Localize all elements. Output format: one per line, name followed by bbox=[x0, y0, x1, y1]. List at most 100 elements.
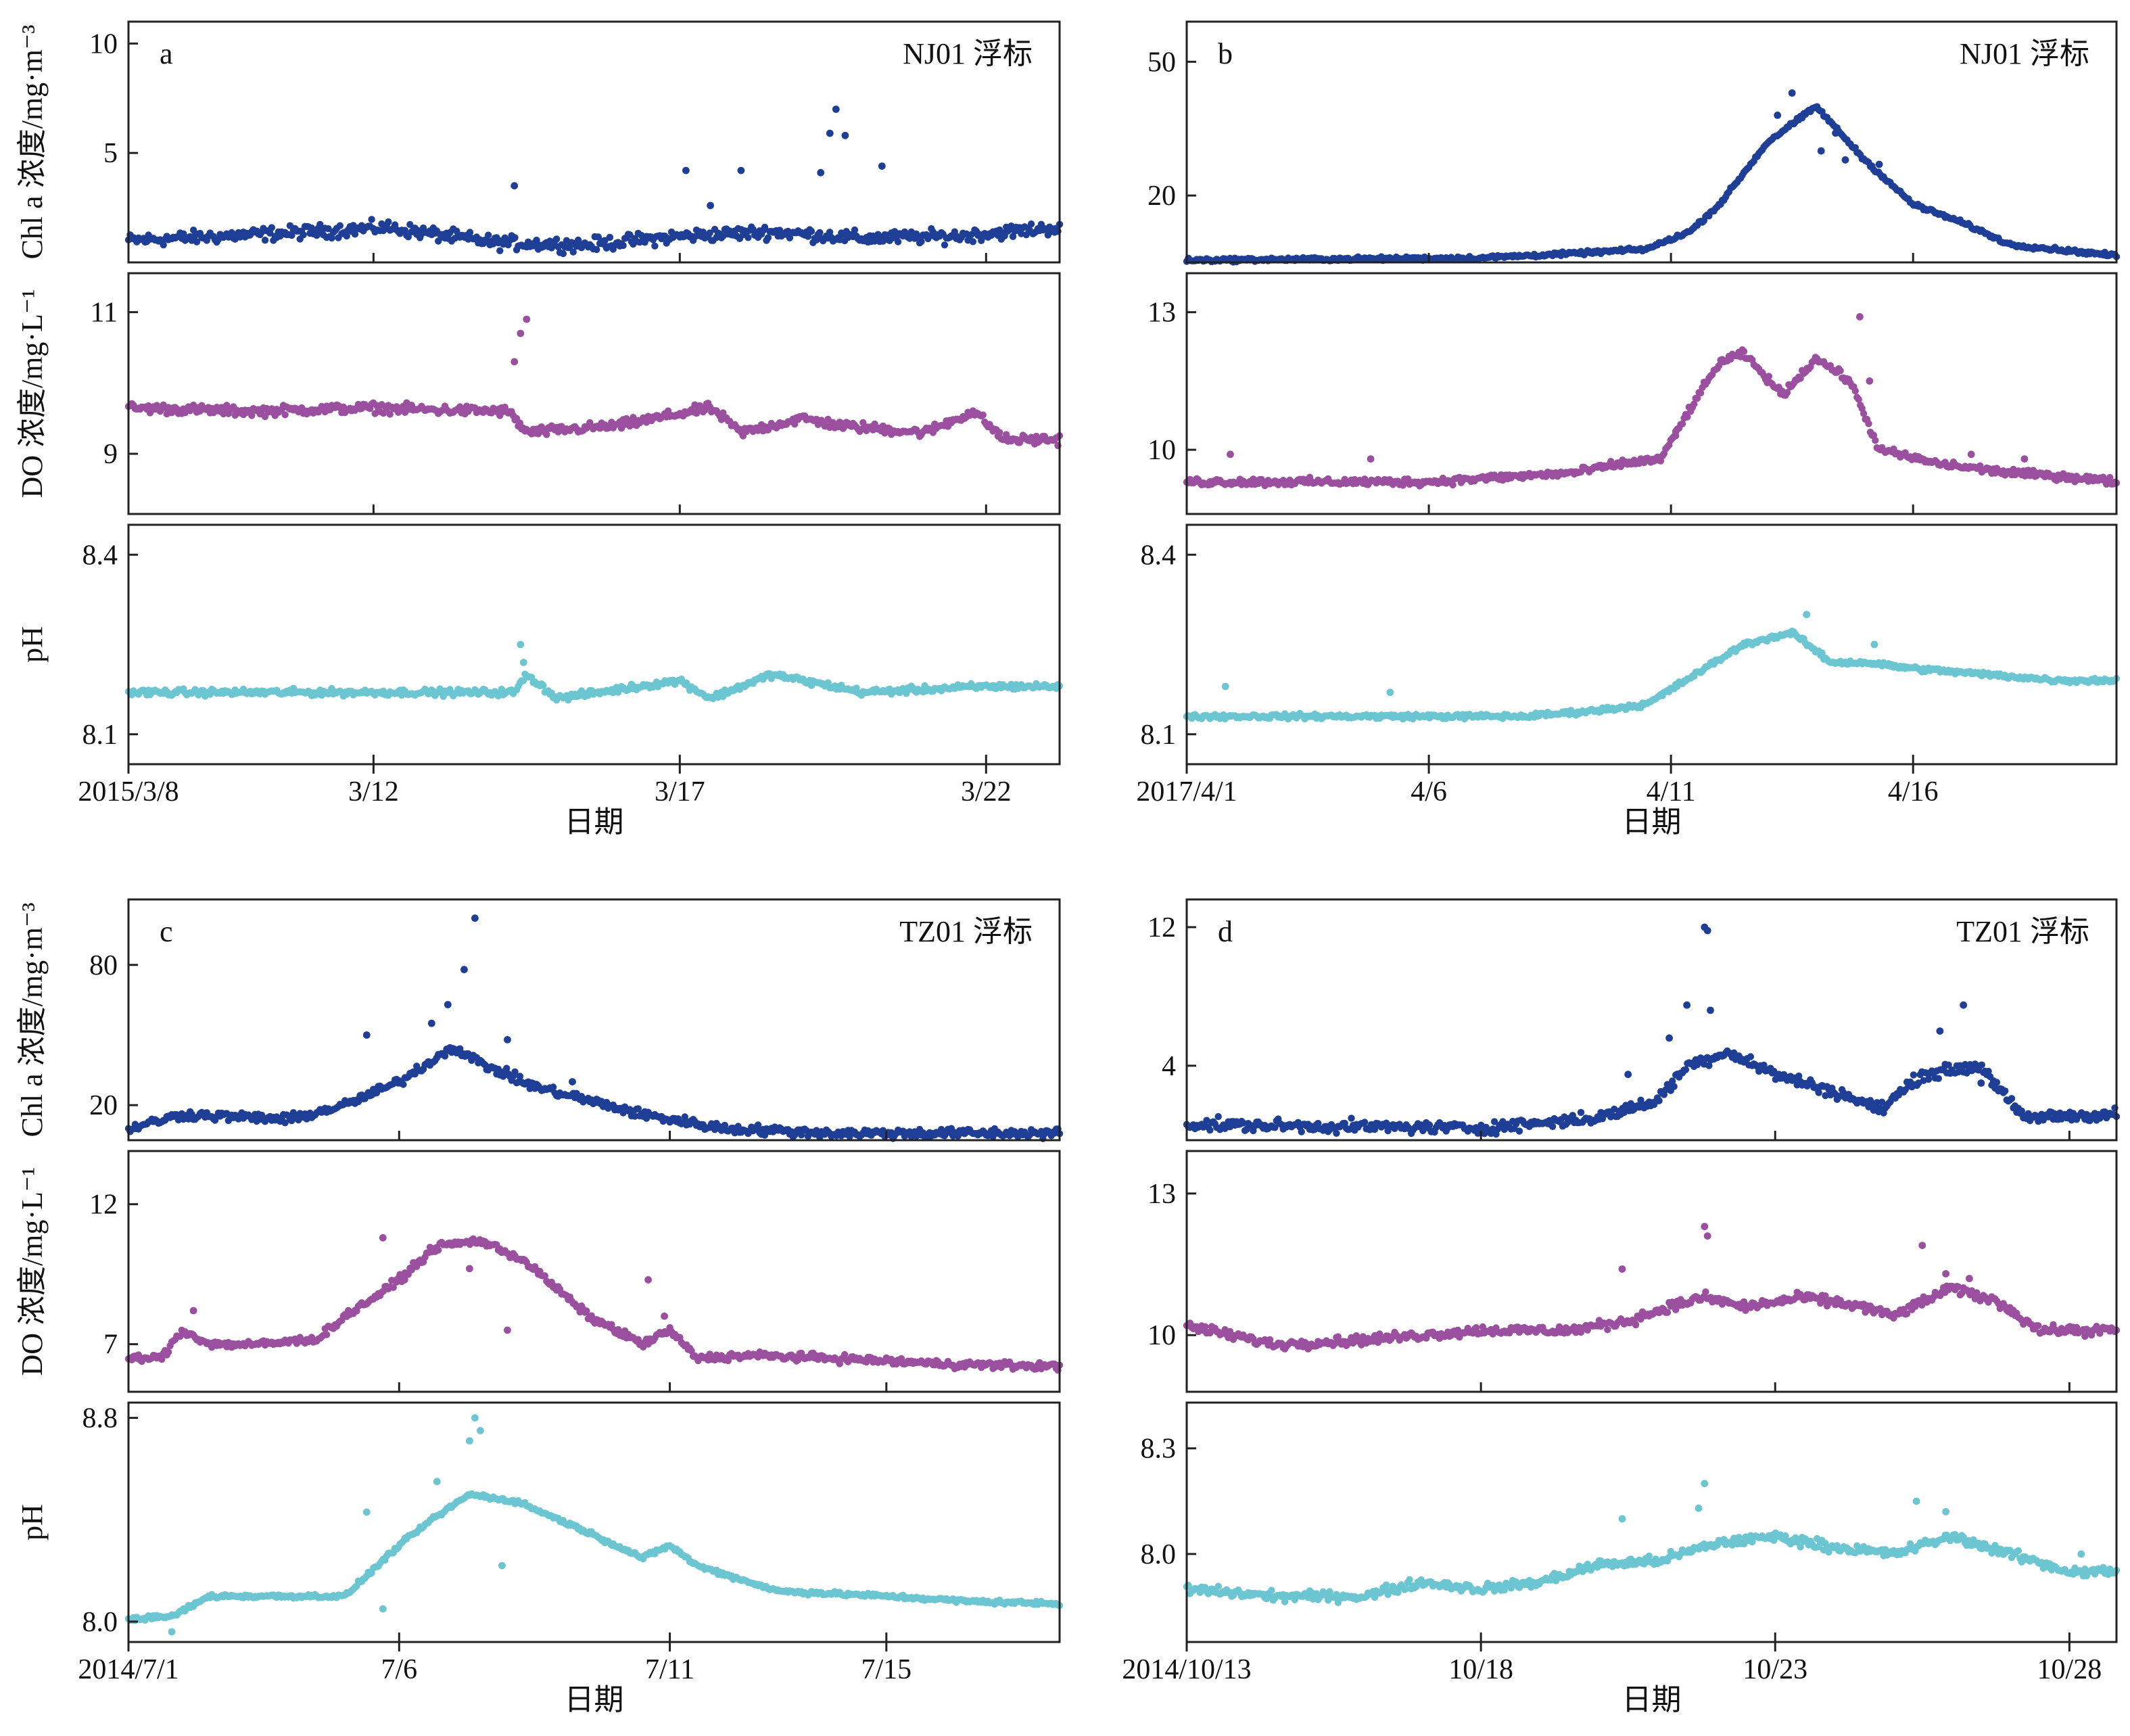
data-point bbox=[619, 241, 627, 250]
plot-frame bbox=[127, 1150, 1061, 1393]
data-point bbox=[661, 1312, 668, 1320]
data-point bbox=[343, 232, 350, 240]
data-point bbox=[379, 1234, 387, 1242]
y-tick-label: 20 bbox=[1147, 181, 1176, 212]
data-point bbox=[220, 410, 227, 418]
data-point bbox=[824, 415, 832, 423]
data-point bbox=[300, 231, 307, 239]
data-point bbox=[761, 223, 769, 231]
buoy-name: NJ01 浮标 bbox=[903, 37, 1033, 70]
data-point bbox=[386, 410, 394, 418]
data-point bbox=[918, 238, 925, 245]
data-point bbox=[511, 234, 519, 241]
data-point bbox=[533, 236, 540, 244]
data-point bbox=[1367, 455, 1375, 463]
data-point bbox=[435, 1246, 442, 1254]
data-point bbox=[504, 1326, 511, 1334]
y-axis-label: Chl a 浓度/mg·m⁻³ bbox=[16, 903, 49, 1137]
data-point bbox=[496, 247, 504, 254]
data-point bbox=[543, 431, 550, 438]
data-point bbox=[261, 237, 269, 244]
data-point bbox=[941, 241, 949, 249]
data-point bbox=[719, 693, 727, 701]
data-point bbox=[644, 1276, 652, 1284]
data-point bbox=[281, 411, 289, 419]
y-tick-label: 7 bbox=[103, 1330, 118, 1361]
data-point bbox=[826, 229, 834, 236]
data-point bbox=[706, 229, 713, 237]
data-point bbox=[1803, 611, 1811, 619]
data-point bbox=[266, 229, 274, 237]
panel-a-row-3: 8.18.4pH bbox=[16, 523, 1064, 766]
x-tick-label: 4/16 bbox=[1888, 776, 1939, 807]
y-axis-label: DO 浓度/mg·L⁻¹ bbox=[16, 289, 49, 498]
data-point bbox=[351, 231, 359, 238]
data-point bbox=[851, 226, 859, 234]
series-points bbox=[1183, 611, 2121, 723]
y-tick-label: 8.4 bbox=[82, 540, 118, 571]
data-point bbox=[511, 182, 519, 190]
data-point bbox=[1009, 233, 1017, 240]
data-point bbox=[336, 222, 344, 229]
x-axis-label: 日期 bbox=[1622, 805, 1682, 839]
y-tick-label: 10 bbox=[1147, 435, 1176, 466]
data-point bbox=[1870, 640, 1878, 649]
data-point bbox=[466, 229, 474, 236]
series-points bbox=[1183, 313, 2121, 490]
y-tick-label: 13 bbox=[1147, 298, 1176, 329]
data-point bbox=[1914, 200, 1922, 208]
data-point bbox=[504, 1036, 511, 1043]
data-point bbox=[1449, 481, 1457, 489]
data-point bbox=[1672, 427, 1680, 436]
panel-b-row-2: 10 13 bbox=[1147, 272, 2121, 515]
data-point bbox=[160, 241, 167, 249]
data-point bbox=[569, 248, 577, 256]
data-point bbox=[549, 1083, 557, 1091]
y-tick-label: 12 bbox=[89, 1190, 118, 1221]
series-points bbox=[124, 914, 1064, 1142]
data-point bbox=[552, 235, 561, 243]
data-point bbox=[1386, 688, 1394, 697]
data-point bbox=[719, 409, 727, 417]
data-point bbox=[606, 233, 614, 241]
data-point bbox=[1865, 420, 1872, 427]
plot-frame bbox=[1185, 523, 2118, 766]
data-point bbox=[228, 229, 235, 237]
series-points bbox=[124, 1414, 1064, 1636]
data-point bbox=[316, 220, 324, 228]
data-point bbox=[540, 682, 547, 689]
data-point bbox=[699, 229, 707, 236]
data-point bbox=[164, 1348, 172, 1356]
y-axis-label: Chl a 浓度/mg·m⁻³ bbox=[16, 25, 49, 260]
panel-c-row-3: 8.08.8pH bbox=[16, 1401, 1064, 1643]
data-point bbox=[651, 242, 659, 250]
plot-frame bbox=[127, 20, 1061, 264]
data-point bbox=[193, 238, 201, 245]
plot-frame bbox=[127, 523, 1061, 766]
y-axis-label: pH bbox=[16, 626, 49, 663]
data-point bbox=[427, 1019, 435, 1027]
data-point bbox=[519, 677, 527, 684]
data-point bbox=[516, 419, 524, 427]
buoy-name: TZ01 浮标 bbox=[899, 915, 1033, 948]
data-point bbox=[1221, 682, 1229, 690]
series-points bbox=[124, 315, 1064, 450]
data-point bbox=[1967, 450, 1975, 459]
data-point bbox=[1774, 112, 1782, 119]
y-tick-label: 20 bbox=[89, 1090, 118, 1121]
data-point bbox=[1832, 129, 1840, 137]
data-point bbox=[744, 234, 752, 241]
data-point bbox=[1027, 220, 1035, 228]
panel-letter: b bbox=[1218, 37, 1233, 70]
data-point bbox=[404, 233, 412, 241]
data-point bbox=[1875, 160, 1883, 168]
data-point bbox=[523, 315, 531, 323]
data-point bbox=[516, 1073, 524, 1080]
x-tick-label: 4/6 bbox=[1411, 776, 1447, 807]
series-points bbox=[124, 1234, 1064, 1374]
panel-letter: a bbox=[160, 37, 173, 70]
